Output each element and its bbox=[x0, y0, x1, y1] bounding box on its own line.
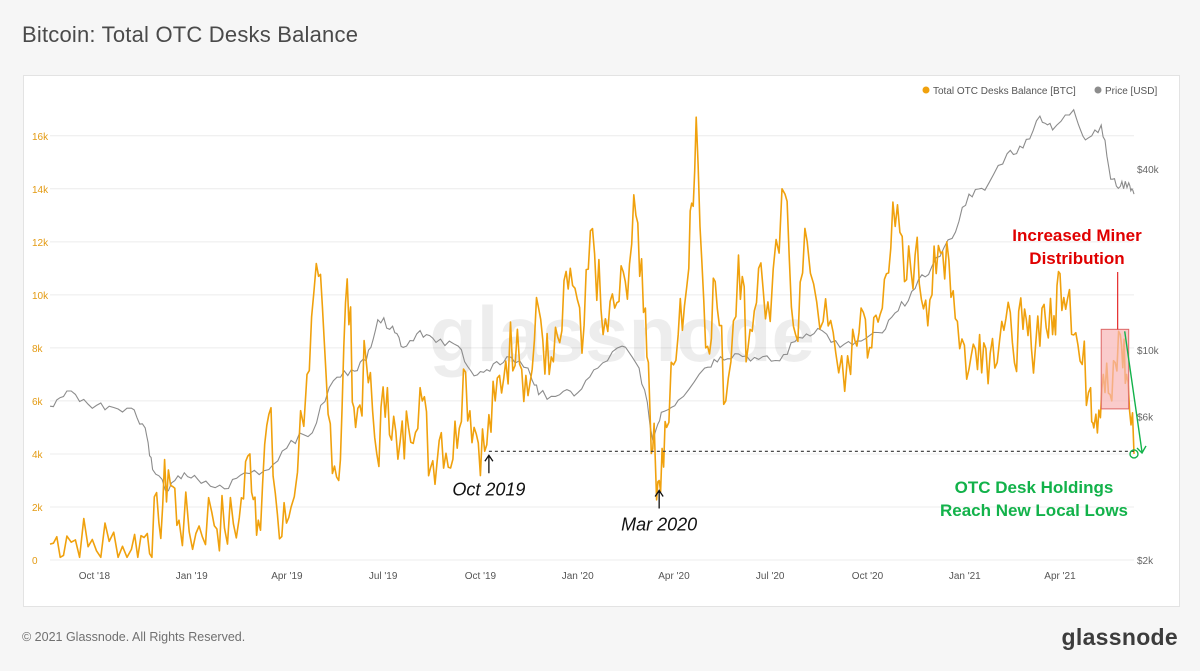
right-tick-label: $6k bbox=[1137, 413, 1154, 424]
otc-balance-series-line bbox=[49, 116, 1135, 559]
left-tick-label: 2k bbox=[32, 503, 44, 514]
low-marker bbox=[1129, 449, 1139, 459]
low-arrow-line bbox=[1124, 331, 1143, 453]
left-tick-label: 12k bbox=[32, 238, 49, 249]
left-tick-label: 4k bbox=[32, 450, 44, 461]
miner-distribution-box bbox=[1100, 328, 1130, 410]
legend-swatch-otc bbox=[922, 86, 930, 94]
annotation-miner-line1: Increased Miner bbox=[1012, 226, 1142, 245]
x-tick-label: Apr '20 bbox=[658, 571, 690, 582]
x-tick-label: Oct '19 bbox=[465, 571, 497, 582]
left-axis-ticks: 0 2k 4k 6k 8k 10k 12k 14k 16k bbox=[32, 132, 49, 567]
x-tick-label: Oct '20 bbox=[852, 571, 884, 582]
right-tick-label: $2k bbox=[1137, 556, 1154, 567]
legend-item-price: Price [USD] bbox=[1105, 86, 1157, 97]
x-tick-label: Jan '20 bbox=[562, 571, 594, 582]
legend-item-otc: Total OTC Desks Balance [BTC] bbox=[933, 86, 1076, 97]
chart-card: glassnode 0 2k 4k 6k 8k 10k 12k 14k 16k $2k $6k $1… bbox=[23, 75, 1180, 607]
low-arrowhead bbox=[1136, 445, 1147, 455]
annotation-oct-2019: Oct 2019 bbox=[452, 479, 525, 499]
x-axis-ticks: Oct '18 Jan '19 Apr '19 Jul '19 Oct '19 Jan '… bbox=[79, 571, 1076, 582]
annotation-mar-2020: Mar 2020 bbox=[621, 514, 697, 534]
annotation-lows-line2: Reach New Local Lows bbox=[940, 501, 1128, 520]
right-axis-ticks: $2k $6k $10k $40k bbox=[1137, 165, 1160, 567]
left-tick-label: 0 bbox=[32, 556, 38, 567]
annotations: Oct 2019 Mar 2020 Increased Miner Distri… bbox=[452, 226, 1147, 534]
copyright-text: © 2021 Glassnode. All Rights Reserved. bbox=[22, 630, 246, 644]
left-tick-label: 10k bbox=[32, 291, 49, 302]
price-series-line bbox=[49, 108, 1135, 492]
mar-2020-arrow bbox=[654, 489, 664, 509]
x-tick-label: Jan '19 bbox=[176, 571, 208, 582]
right-tick-label: $40k bbox=[1137, 165, 1160, 176]
page-title: Bitcoin: Total OTC Desks Balance bbox=[22, 22, 359, 47]
left-tick-label: 6k bbox=[32, 397, 44, 408]
x-tick-label: Jan '21 bbox=[949, 571, 981, 582]
x-tick-label: Jul '19 bbox=[369, 571, 398, 582]
legend: Total OTC Desks Balance [BTC] Price [USD… bbox=[922, 86, 1157, 97]
x-tick-label: Apr '21 bbox=[1044, 571, 1076, 582]
x-tick-label: Apr '19 bbox=[271, 571, 303, 582]
legend-swatch-price bbox=[1094, 86, 1102, 94]
grid bbox=[50, 135, 1134, 561]
oct-2019-arrow bbox=[484, 454, 494, 474]
annotation-lows-line1: OTC Desk Holdings bbox=[955, 478, 1114, 497]
x-tick-label: Jul '20 bbox=[756, 571, 785, 582]
x-tick-label: Oct '18 bbox=[79, 571, 111, 582]
left-tick-label: 14k bbox=[32, 185, 49, 196]
right-tick-label: $10k bbox=[1137, 346, 1160, 357]
annotation-miner-line2: Distribution bbox=[1029, 249, 1124, 268]
glassnode-logo: glassnode bbox=[1061, 624, 1178, 650]
left-tick-label: 8k bbox=[32, 344, 44, 355]
left-tick-label: 16k bbox=[32, 132, 49, 143]
